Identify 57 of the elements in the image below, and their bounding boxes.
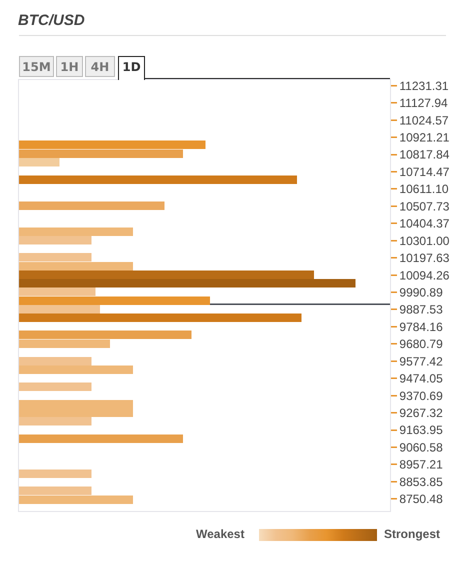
y-tick-label: 10404.37 [399,216,450,231]
bar [19,314,302,322]
bar [19,158,60,167]
y-tick-label: 9887.53 [399,302,444,317]
y-tick-label: 8750.48 [399,492,444,506]
y-tick-label: 10817.84 [399,148,450,162]
bar [19,417,92,426]
y-tick-label: 8957.21 [399,458,444,472]
bar [19,434,183,443]
y-tick-label: 11127.94 [399,96,448,110]
y-tick-label: 9060.58 [399,440,444,454]
text: 1D [118,56,145,80]
y-tick-label: 9990.89 [399,285,444,300]
text: 1H [56,56,83,77]
bar [19,236,92,244]
bar [19,495,134,504]
y-tick-label: 9577.42 [399,354,444,368]
bar [19,382,92,391]
bar [19,356,92,366]
bar [19,262,134,270]
y-tick-label: 10301.00 [399,234,450,248]
bar [19,365,134,374]
y-tick-label: 8853.85 [399,474,444,489]
bar [19,202,164,210]
y-tick-label: 11231.31 [399,78,449,93]
text: Strongest [384,527,440,541]
bar [19,330,192,340]
bar [19,227,134,236]
bar [19,469,92,478]
bar [19,140,206,150]
bar [19,176,298,184]
y-tick-label: 10714.47 [399,164,450,179]
text: 15M [19,56,54,77]
y-tick-label: 10611.10 [399,182,449,196]
bar [19,486,92,496]
bar [19,279,356,288]
chart-title: BTC/USD [18,12,85,29]
bar [19,270,314,280]
y-tick-label: 10921.21 [399,130,450,144]
bar [19,288,96,296]
y-tick-label: 10507.73 [399,199,450,214]
bar [19,253,92,262]
bar [19,149,183,158]
y-tick-label: 9680.79 [399,337,444,352]
bar [19,339,110,348]
y-tick-label: 9267.32 [399,406,444,420]
bar [19,296,210,306]
y-tick-label: 9370.69 [399,388,444,403]
y-tick-label: 9784.16 [399,320,444,334]
text: Weakest [196,527,244,541]
y-tick-label: 10094.26 [399,268,450,282]
bar [19,305,100,314]
y-tick-label: 9474.05 [399,372,444,386]
y-tick-label: 11024.57 [399,113,449,128]
y-tick-label: 10197.63 [399,251,450,266]
y-tick-label: 9163.95 [399,423,444,438]
text: 4H [85,56,115,77]
